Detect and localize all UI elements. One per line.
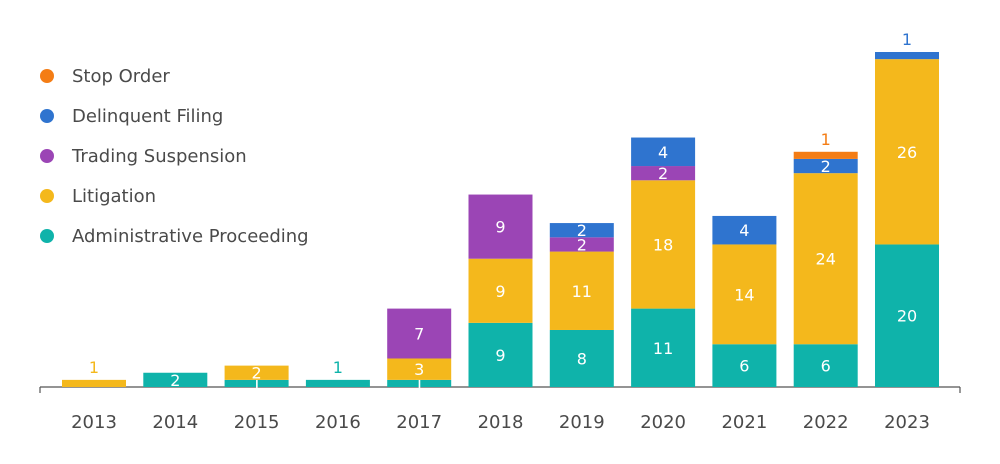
x-tick-label: 2021 bbox=[721, 412, 767, 433]
data-label: 26 bbox=[897, 143, 917, 162]
data-label: 2 bbox=[658, 164, 668, 183]
bar-segment bbox=[143, 372, 208, 387]
data-label: 11 bbox=[653, 339, 673, 358]
legend-label: Administrative Proceeding bbox=[72, 225, 309, 247]
x-tick-label: 2016 bbox=[315, 412, 361, 433]
bar-segment bbox=[631, 180, 696, 309]
bar-segment bbox=[793, 158, 858, 174]
bar-segment bbox=[549, 251, 614, 330]
data-label: 1 bbox=[821, 130, 831, 149]
data-label: 7 bbox=[414, 325, 424, 344]
chart-legend: Stop Order Delinquent Filing Trading Suspe… bbox=[40, 56, 309, 256]
x-tick-label: 2017 bbox=[396, 412, 442, 433]
bar-segment bbox=[793, 173, 858, 345]
data-label: 9 bbox=[495, 218, 505, 237]
bar-segment bbox=[387, 358, 452, 380]
legend-label: Trading Suspension bbox=[72, 145, 247, 167]
legend-swatch bbox=[40, 109, 54, 123]
data-label: 2 bbox=[577, 235, 587, 254]
bar-segment bbox=[631, 166, 696, 181]
x-tick-label: 2018 bbox=[478, 412, 524, 433]
bar-segment bbox=[305, 379, 370, 387]
bar-segment bbox=[468, 258, 533, 323]
legend-label: Litigation bbox=[72, 185, 157, 207]
bar-segment bbox=[224, 365, 289, 380]
bar-segment bbox=[387, 308, 452, 359]
data-label: 8 bbox=[577, 349, 587, 368]
data-label: 1 bbox=[333, 358, 343, 377]
data-label: 11 bbox=[572, 282, 592, 301]
bar-segment bbox=[712, 215, 777, 245]
x-tick-label: 2023 bbox=[884, 412, 930, 433]
legend-swatch bbox=[40, 69, 54, 83]
x-tick-label: 2019 bbox=[559, 412, 605, 433]
legend-swatch bbox=[40, 189, 54, 203]
legend-item: Trading Suspension bbox=[40, 136, 309, 176]
bar-segment bbox=[875, 59, 939, 245]
x-tick-label: 2015 bbox=[234, 412, 280, 433]
legend-item: Stop Order bbox=[40, 56, 309, 96]
bar-segment bbox=[387, 379, 452, 387]
bar-segment bbox=[468, 194, 533, 259]
data-label: 4 bbox=[739, 221, 749, 240]
data-label: 2 bbox=[252, 364, 262, 383]
data-label: 9 bbox=[495, 346, 505, 365]
x-tick-label: 2022 bbox=[803, 412, 849, 433]
bar-segment bbox=[875, 52, 939, 60]
data-label: 20 bbox=[897, 307, 917, 326]
data-label: 1 bbox=[902, 30, 912, 49]
bar-segment bbox=[712, 344, 777, 387]
data-label: 1 bbox=[89, 358, 99, 377]
data-label: 6 bbox=[821, 357, 831, 376]
bar-segment bbox=[712, 244, 777, 345]
x-tick-label: 2020 bbox=[640, 412, 686, 433]
x-tick-label: 2014 bbox=[152, 412, 198, 433]
data-label: 2 bbox=[577, 221, 587, 240]
bar-segment bbox=[793, 344, 858, 387]
data-label: 2 bbox=[170, 371, 180, 390]
data-label: 1 bbox=[252, 374, 262, 393]
bar-segment bbox=[631, 137, 696, 167]
bar-segment bbox=[631, 308, 696, 387]
bar-segment bbox=[793, 151, 858, 159]
bar-segment bbox=[62, 379, 126, 387]
data-label: 6 bbox=[739, 357, 749, 376]
data-label: 4 bbox=[658, 143, 668, 162]
bar-segment bbox=[224, 379, 289, 387]
data-label: 2 bbox=[821, 157, 831, 176]
bar-segment bbox=[549, 329, 614, 387]
legend-item: Delinquent Filing bbox=[40, 96, 309, 136]
legend-item: Litigation bbox=[40, 176, 309, 216]
legend-swatch bbox=[40, 149, 54, 163]
data-label: 18 bbox=[653, 235, 673, 254]
legend-label: Delinquent Filing bbox=[72, 105, 224, 127]
legend-swatch bbox=[40, 229, 54, 243]
data-label: 3 bbox=[414, 360, 424, 379]
data-label: 14 bbox=[734, 285, 754, 304]
legend-label: Stop Order bbox=[72, 65, 170, 87]
bar-segment bbox=[549, 237, 614, 252]
data-label: 1 bbox=[414, 374, 424, 393]
x-tick-label: 2013 bbox=[71, 412, 117, 433]
bar-segment bbox=[875, 244, 939, 387]
data-label: 9 bbox=[495, 282, 505, 301]
bar-segment bbox=[468, 322, 533, 387]
data-label: 24 bbox=[816, 250, 836, 269]
legend-item: Administrative Proceeding bbox=[40, 216, 309, 256]
bar-segment bbox=[549, 223, 614, 238]
